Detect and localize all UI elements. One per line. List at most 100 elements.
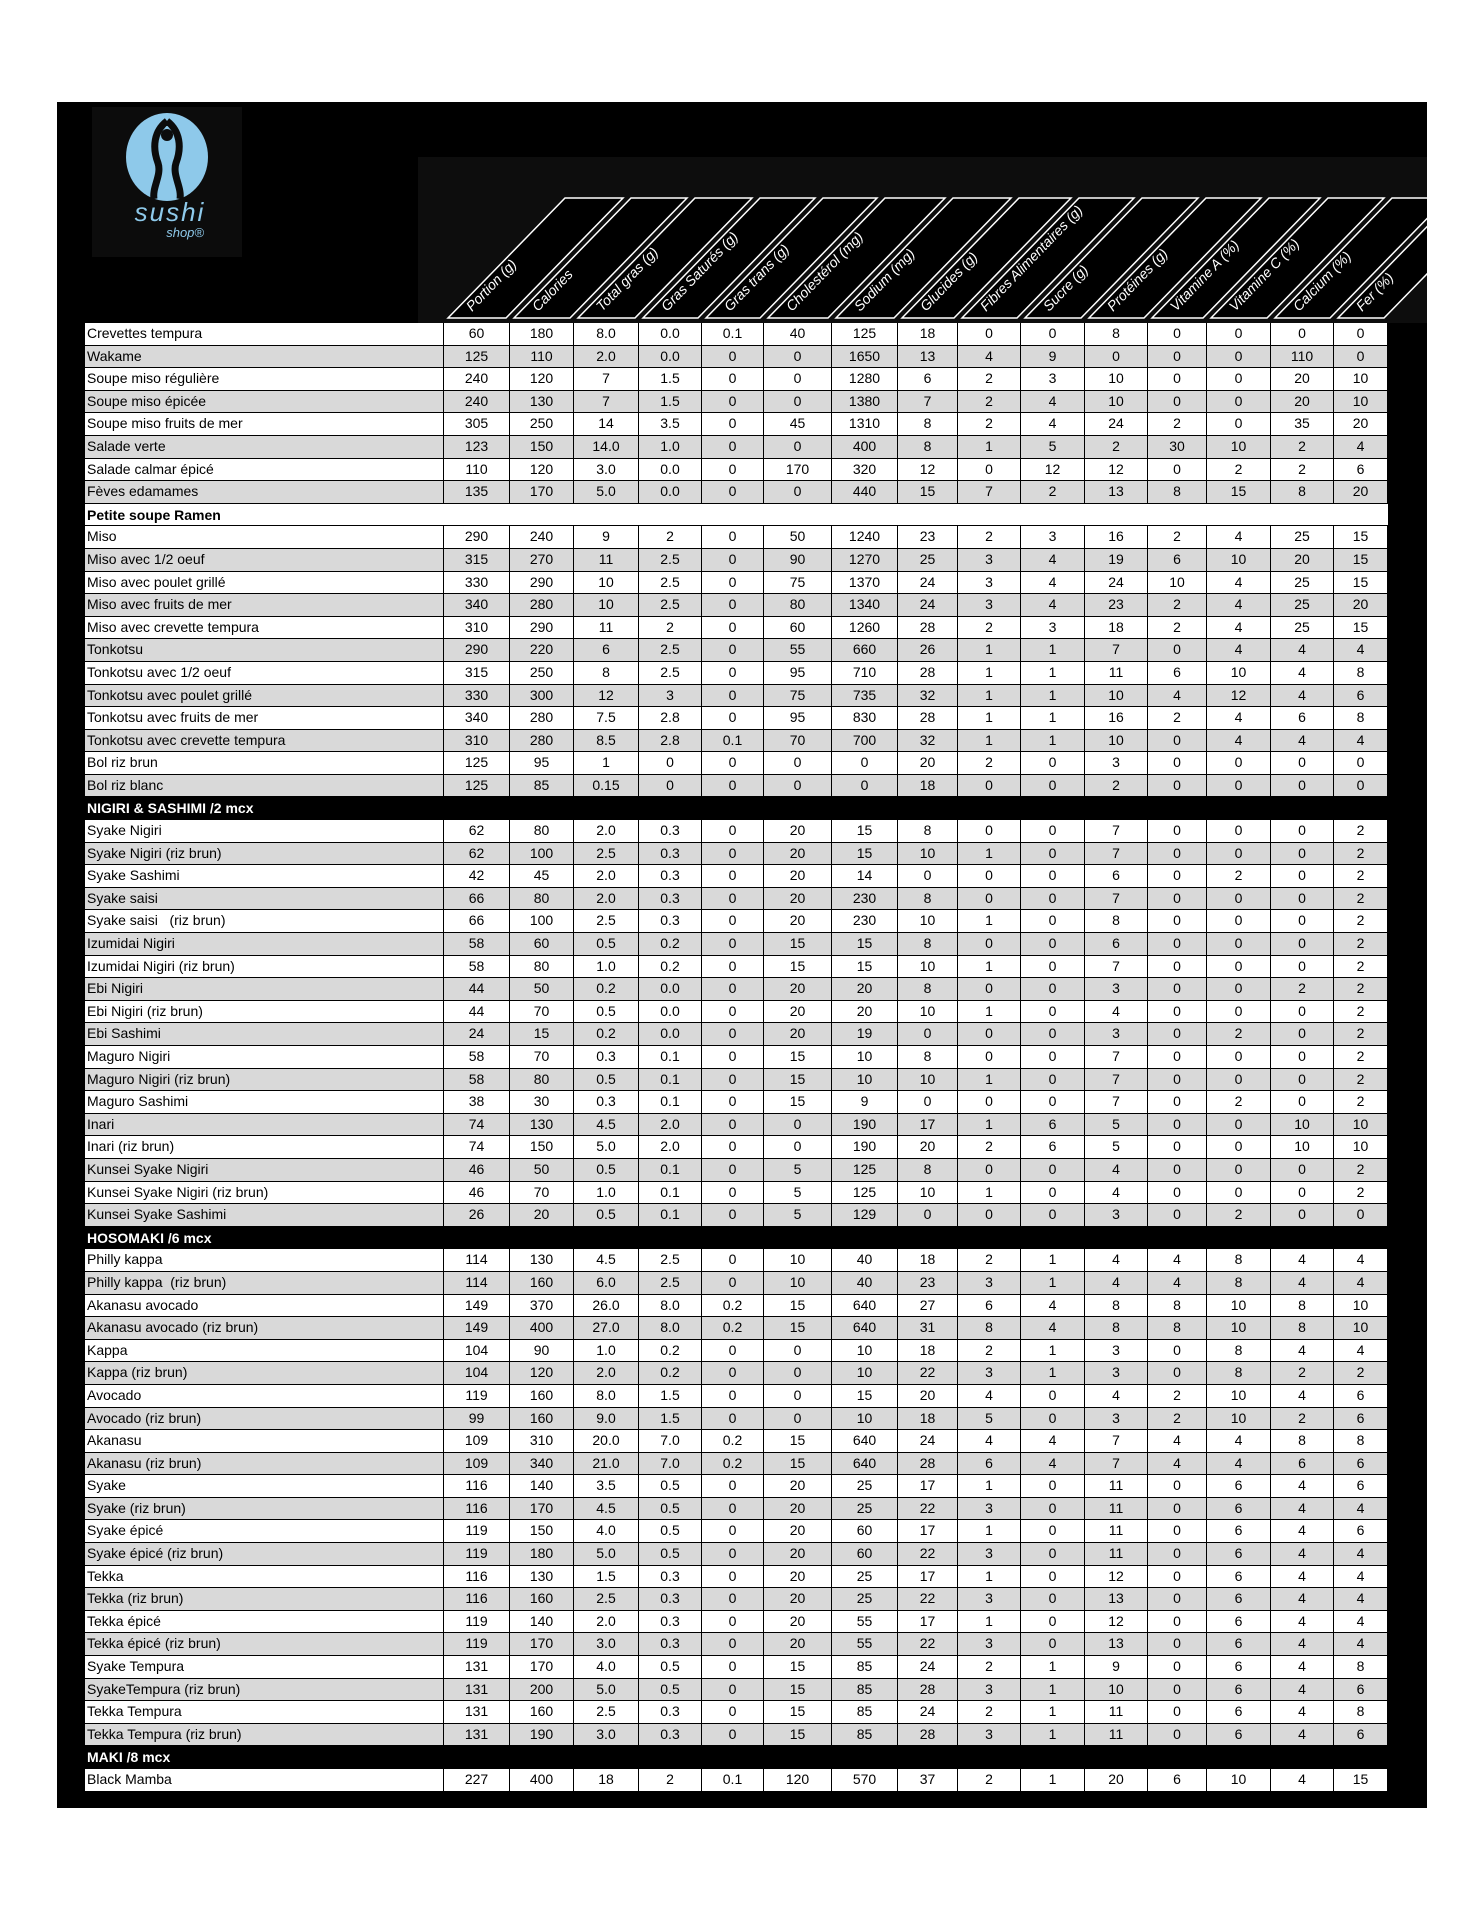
cell-4: 0 bbox=[702, 1023, 764, 1045]
item-name: Ebi Nigiri bbox=[85, 978, 444, 1000]
cell-1: 70 bbox=[510, 1181, 574, 1204]
cell-10: 4 bbox=[1085, 1271, 1148, 1294]
cell-13: 4 bbox=[1271, 1565, 1334, 1588]
cell-7: 20 bbox=[898, 1384, 958, 1407]
cell-4: 0 bbox=[702, 1475, 764, 1497]
item-name: SyakeTempura (riz brun) bbox=[85, 1678, 444, 1701]
cell-1: 160 bbox=[510, 1588, 574, 1610]
cell-5: 60 bbox=[764, 616, 832, 639]
cell-4: 0 bbox=[702, 1091, 764, 1113]
table-row: Maguro Sashimi 38 30 0.3 0.1 0 15 9 0 0 0 7 0 2 0 2 bbox=[85, 1091, 1388, 1114]
cell-6: 640 bbox=[832, 1430, 898, 1452]
cell-13: 2 bbox=[1271, 458, 1334, 481]
cell-5: 0 bbox=[764, 345, 832, 368]
table-row: Tonkotsu avec poulet grillé 330 300 12 3 0 75 7… bbox=[85, 684, 1388, 708]
cell-10: 24 bbox=[1085, 571, 1148, 594]
cell-6: 20 bbox=[832, 978, 898, 1000]
cell-6: 570 bbox=[832, 1769, 898, 1791]
cell-4: 0 bbox=[702, 1068, 764, 1091]
cell-0: 125 bbox=[444, 774, 510, 797]
cell-8: 1 bbox=[958, 1565, 1021, 1588]
cell-0: 58 bbox=[444, 1068, 510, 1091]
cell-11: 0 bbox=[1148, 1000, 1207, 1023]
cell-5: 0 bbox=[764, 390, 832, 413]
cell-14: 10 bbox=[1334, 1317, 1388, 1339]
cell-14: 4 bbox=[1334, 1565, 1388, 1588]
cell-8: 2 bbox=[958, 368, 1021, 390]
cell-2: 0.5 bbox=[574, 1158, 639, 1181]
table-row: Miso avec poulet grillé 330 290 10 2.5 0 75 137… bbox=[85, 571, 1388, 595]
cell-14: 8 bbox=[1334, 661, 1388, 684]
cell-10: 7 bbox=[1085, 887, 1148, 910]
table-row: Avocado 119 160 8.0 1.5 0 0 15 20 4 0 4 2 10 4 6 bbox=[85, 1384, 1388, 1408]
cell-13: 8 bbox=[1271, 1430, 1334, 1452]
cell-13: 4 bbox=[1271, 1475, 1334, 1497]
cell-8: 3 bbox=[958, 1633, 1021, 1656]
cell-2: 7.5 bbox=[574, 707, 639, 729]
cell-6: 0 bbox=[832, 774, 898, 797]
cell-12: 6 bbox=[1207, 1520, 1271, 1543]
table-row: Philly kappa (riz brun) 114 160 6.0 2.5 0 10 40… bbox=[85, 1271, 1388, 1295]
cell-10: 13 bbox=[1085, 481, 1148, 503]
cell-4: 0 bbox=[702, 842, 764, 865]
cell-0: 104 bbox=[444, 1339, 510, 1362]
cell-0: 46 bbox=[444, 1181, 510, 1204]
cell-3: 2.5 bbox=[639, 1271, 702, 1294]
cell-14: 6 bbox=[1334, 1723, 1388, 1746]
cell-12: 12 bbox=[1207, 684, 1271, 707]
cell-6: 15 bbox=[832, 842, 898, 865]
cell-0: 62 bbox=[444, 820, 510, 842]
table-row: Miso avec crevette tempura 310 290 11 2 0 60 12… bbox=[85, 616, 1388, 640]
item-name: Fèves edamames bbox=[85, 481, 444, 503]
item-name: Bol riz blanc bbox=[85, 774, 444, 797]
cell-3: 2.0 bbox=[639, 1136, 702, 1158]
cell-5: 0 bbox=[764, 1113, 832, 1136]
cell-4: 0 bbox=[702, 1384, 764, 1407]
item-name: Tekka épicé (riz brun) bbox=[85, 1633, 444, 1656]
cell-3: 2.5 bbox=[639, 661, 702, 684]
cell-5: 50 bbox=[764, 526, 832, 548]
cell-14: 0 bbox=[1334, 774, 1388, 797]
cell-14: 15 bbox=[1334, 571, 1388, 594]
cell-11: 0 bbox=[1148, 820, 1207, 842]
cell-2: 3.5 bbox=[574, 1475, 639, 1497]
column-header-box bbox=[900, 197, 1073, 319]
item-name: Kunsei Syake Nigiri (riz brun) bbox=[85, 1181, 444, 1204]
cell-0: 58 bbox=[444, 955, 510, 978]
cell-12: 0 bbox=[1207, 1068, 1271, 1091]
cell-13: 4 bbox=[1271, 1701, 1334, 1723]
cell-2: 12 bbox=[574, 684, 639, 707]
cell-0: 109 bbox=[444, 1452, 510, 1475]
cell-1: 120 bbox=[510, 1362, 574, 1384]
cell-7: 28 bbox=[898, 1678, 958, 1701]
column-header-box bbox=[641, 197, 817, 319]
cell-13: 2 bbox=[1271, 1407, 1334, 1430]
cell-9: 0 bbox=[1021, 1633, 1085, 1656]
cell-5: 80 bbox=[764, 594, 832, 616]
cell-4: 0 bbox=[702, 1136, 764, 1158]
cell-12: 0 bbox=[1207, 368, 1271, 390]
cell-11: 2 bbox=[1148, 616, 1207, 639]
cell-0: 116 bbox=[444, 1497, 510, 1520]
cell-12: 4 bbox=[1207, 707, 1271, 729]
cell-2: 10 bbox=[574, 571, 639, 594]
cell-10: 0 bbox=[1085, 345, 1148, 368]
cell-7: 22 bbox=[898, 1543, 958, 1565]
cell-9: 1 bbox=[1021, 1678, 1085, 1701]
cell-5: 15 bbox=[764, 1701, 832, 1723]
cell-14: 4 bbox=[1334, 729, 1388, 752]
item-name: Syake bbox=[85, 1475, 444, 1497]
cell-0: 74 bbox=[444, 1113, 510, 1136]
cell-3: 0.3 bbox=[639, 887, 702, 910]
cell-14: 15 bbox=[1334, 526, 1388, 548]
cell-6: 640 bbox=[832, 1452, 898, 1475]
table-row: Tonkotsu avec fruits de mer 340 280 7.5 2.8 0… bbox=[85, 707, 1388, 730]
cell-14: 6 bbox=[1334, 684, 1388, 707]
cell-8: 0 bbox=[958, 933, 1021, 955]
cell-1: 50 bbox=[510, 978, 574, 1000]
table-row: Tonkotsu avec 1/2 oeuf 315 250 8 2.5 0 95 710 28… bbox=[85, 661, 1388, 685]
cell-3: 2.5 bbox=[639, 1249, 702, 1271]
cell-10: 4 bbox=[1085, 1384, 1148, 1407]
cell-12: 2 bbox=[1207, 1023, 1271, 1045]
table-row: Tekka 116 130 1.5 0.3 0 20 25 17 1 0 12 0 6 4 4 bbox=[85, 1565, 1388, 1589]
